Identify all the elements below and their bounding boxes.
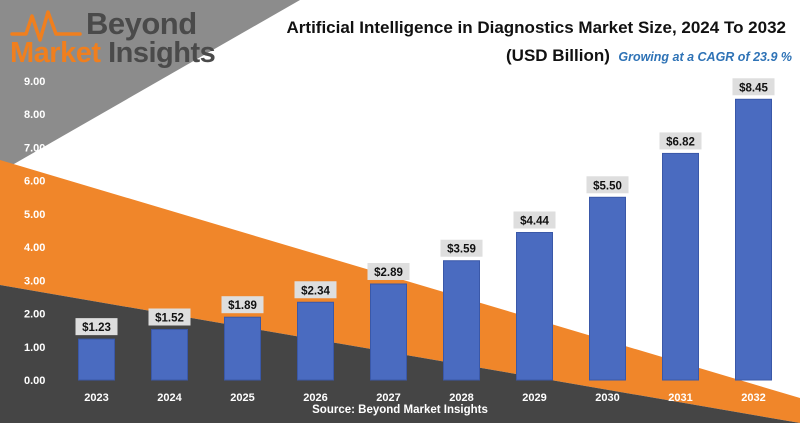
y-tick-label: 5.00 [24, 209, 45, 221]
data-label-box [440, 239, 483, 257]
y-tick-label: 9.00 [24, 76, 45, 88]
data-label: $1.23 [82, 322, 111, 334]
data-label-box [75, 318, 118, 336]
source-note: Source: Beyond Market Insights [312, 404, 488, 416]
data-label-box [148, 308, 191, 326]
chart-title: Artificial Intelligence in Diagnostics M… [286, 18, 786, 37]
data-label-box [367, 262, 410, 280]
data-label: $2.89 [374, 267, 403, 279]
y-tick-label: 8.00 [24, 109, 45, 121]
bar [224, 316, 261, 381]
data-label-box [294, 281, 337, 299]
bar [297, 301, 334, 381]
data-label: $8.45 [739, 82, 768, 94]
data-label: $5.50 [593, 180, 622, 192]
y-tick-label: 1.00 [24, 342, 45, 354]
data-label: $6.82 [666, 136, 695, 148]
data-label-box [659, 132, 702, 150]
data-label-box [732, 78, 775, 96]
chart-subtitle: (USD Billion) [506, 46, 610, 65]
y-tick-label: 4.00 [24, 242, 45, 254]
y-tick-label: 7.00 [24, 142, 45, 154]
bar [370, 283, 407, 381]
x-tick-label: 2028 [449, 392, 473, 404]
cagr-note: Growing at a CAGR of 23.9 % [618, 50, 792, 64]
bar [151, 329, 188, 381]
x-tick-label: 2026 [303, 392, 327, 404]
x-tick-label: 2031 [668, 392, 692, 404]
data-label-box [513, 211, 556, 229]
logo-text-beyond: Beyond [86, 6, 197, 41]
data-label-box [221, 296, 264, 314]
logo-text-insights: Insights [108, 37, 216, 69]
y-tick-label: 2.00 [24, 309, 45, 321]
x-tick-label: 2029 [522, 392, 546, 404]
data-label: $4.44 [520, 215, 549, 227]
logo-text-line2: Market Insights [10, 37, 216, 70]
x-tick-label: 2023 [84, 392, 108, 404]
bar [443, 260, 480, 381]
bar [662, 152, 699, 381]
bar [78, 338, 115, 381]
y-tick-label: 6.00 [24, 176, 45, 188]
bar [735, 98, 772, 381]
x-tick-label: 2030 [595, 392, 619, 404]
bar [589, 196, 626, 381]
data-label: $2.34 [301, 285, 330, 297]
brand-logo: Beyond Market Insights [8, 4, 216, 69]
x-tick-label: 2027 [376, 392, 400, 404]
y-tick-label: 0.00 [24, 375, 45, 387]
logo-text-market: Market [10, 37, 101, 69]
data-label: $1.52 [155, 313, 184, 325]
gray-corner-shape [0, 0, 300, 172]
subtitle-row: (USD Billion) Growing at a CAGR of 23.9 … [506, 46, 792, 66]
pulse-wave-icon [10, 10, 82, 42]
x-tick-label: 2024 [157, 392, 182, 404]
bar [516, 231, 553, 381]
x-tick-label: 2025 [230, 392, 254, 404]
data-label: $3.59 [447, 244, 476, 256]
x-tick-label: 2032 [741, 392, 765, 404]
data-label-box [586, 176, 629, 194]
data-label: $1.89 [228, 300, 257, 312]
y-tick-label: 3.00 [24, 275, 45, 287]
